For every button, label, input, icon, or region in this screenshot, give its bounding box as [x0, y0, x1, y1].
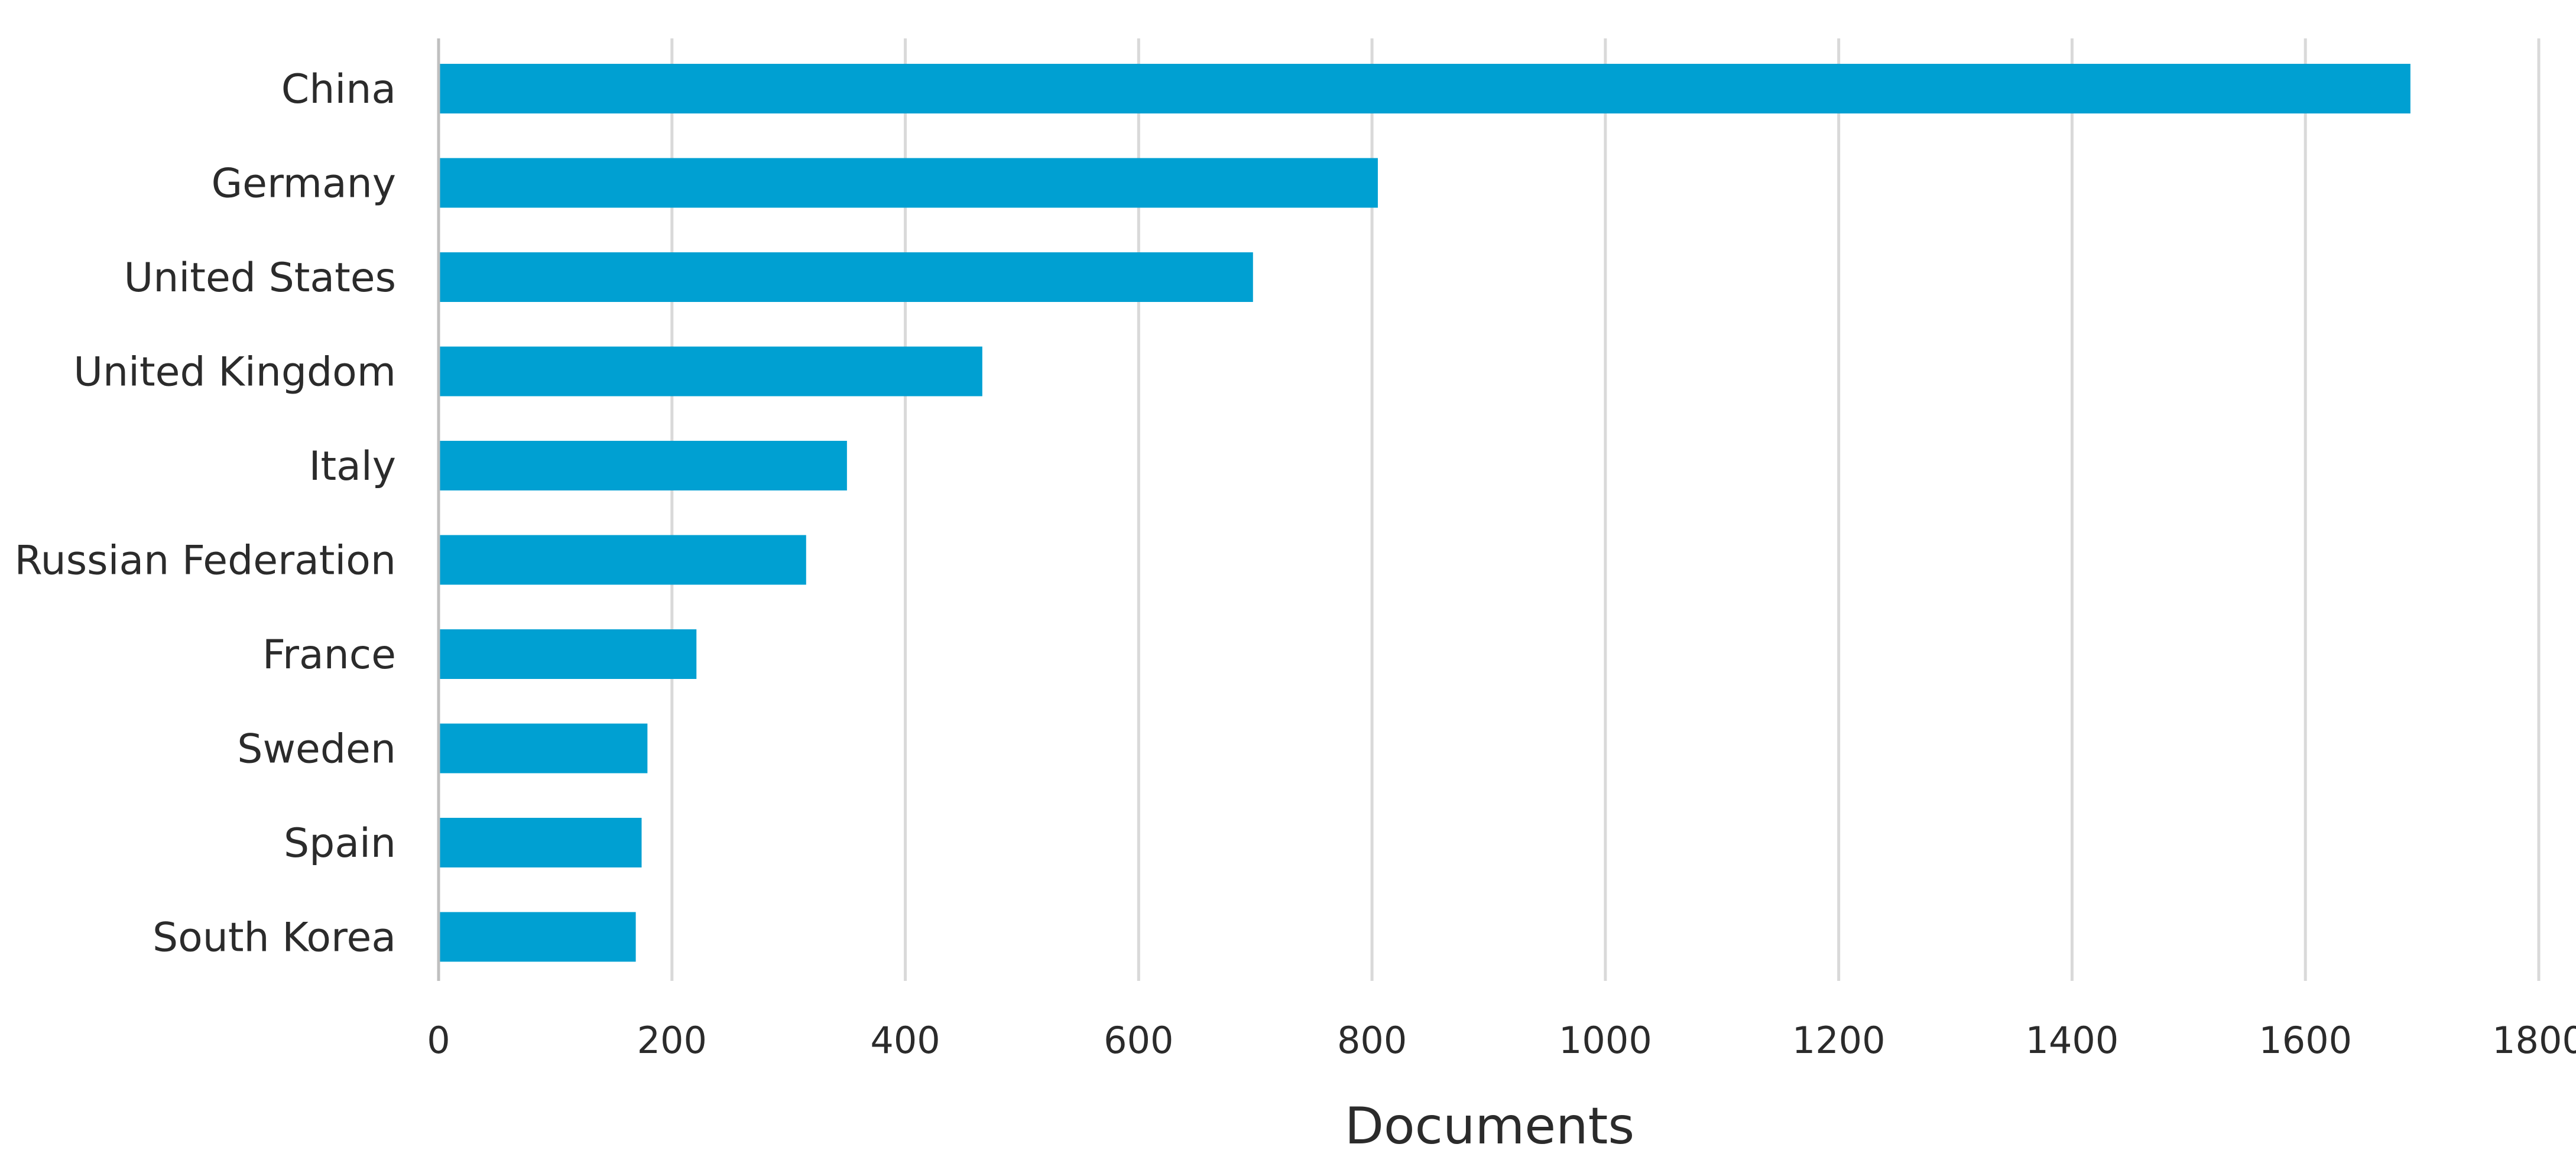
bar-sweden	[439, 723, 648, 774]
bar-south-korea	[439, 912, 636, 962]
x-tick-label: 1200	[1792, 1019, 1886, 1062]
bar-germany	[439, 158, 1378, 208]
category-labels: China Germany United States United Kingdom I…	[14, 66, 396, 961]
category-label: Spain	[284, 820, 396, 867]
x-tick-label: 1000	[1559, 1019, 1652, 1062]
x-tick-label: 200	[637, 1019, 707, 1062]
x-tick-label: 800	[1337, 1019, 1407, 1062]
bar-france	[439, 629, 697, 679]
category-label: China	[281, 66, 396, 113]
category-label: United Kingdom	[73, 349, 396, 396]
bar-italy	[439, 441, 847, 490]
x-tick-label: 1600	[2259, 1019, 2352, 1062]
bar-china	[439, 64, 2410, 113]
category-label: Italy	[309, 443, 396, 490]
category-label: France	[262, 632, 396, 678]
bar-spain	[439, 818, 642, 867]
category-label: Germany	[211, 161, 396, 207]
category-label: South Korea	[153, 915, 396, 961]
x-tick-label: 400	[870, 1019, 940, 1062]
bar-united-states	[439, 252, 1253, 302]
x-tick-labels: 0 200 400 600 800 1000 1200 1400 1600 1800	[427, 1019, 2576, 1062]
x-tick-label: 600	[1104, 1019, 1173, 1062]
bars	[439, 64, 2410, 962]
category-label: Sweden	[237, 726, 396, 773]
category-label: United States	[124, 255, 396, 301]
x-axis-title: Documents	[1345, 1097, 1634, 1156]
x-tick-label: 1400	[2026, 1019, 2119, 1062]
bar-russian-federation	[439, 535, 806, 585]
category-label: Russian Federation	[14, 538, 396, 584]
x-tick-label: 1800	[2492, 1019, 2576, 1062]
x-tick-label: 0	[427, 1019, 450, 1062]
bar-united-kingdom	[439, 346, 982, 396]
